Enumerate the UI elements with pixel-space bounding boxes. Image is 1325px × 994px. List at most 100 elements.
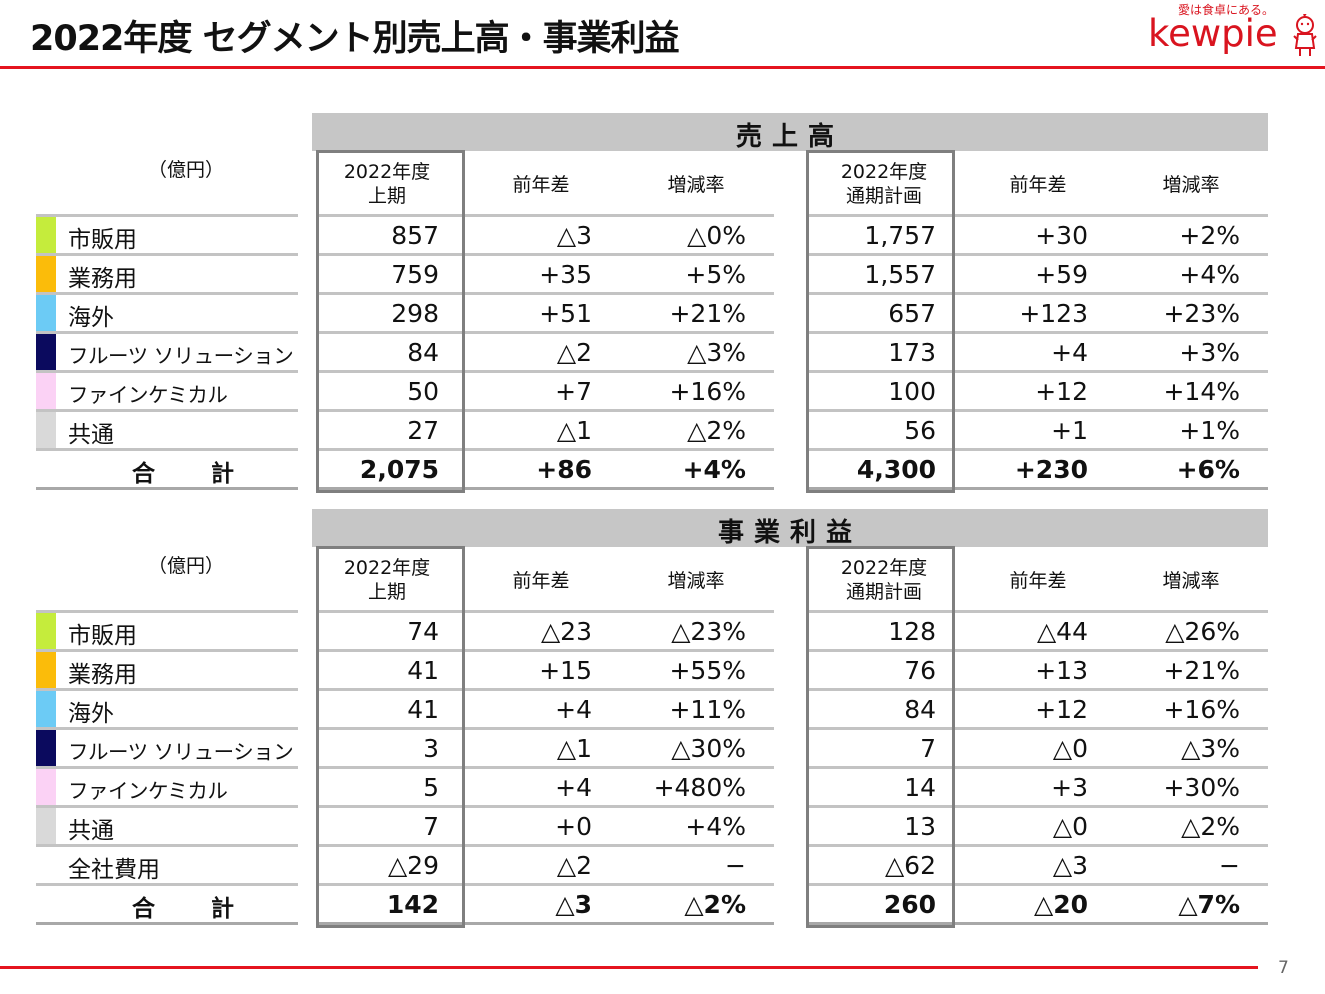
value-cell: +16% xyxy=(1163,695,1240,724)
row-divider xyxy=(36,922,298,925)
row-divider xyxy=(956,727,1110,730)
segment-label: ファインケミカル xyxy=(68,779,228,803)
value-cell: △0% xyxy=(687,221,746,250)
value-cell: +11% xyxy=(669,695,746,724)
row-divider xyxy=(956,370,1110,373)
value-cell: △2% xyxy=(687,416,746,445)
value-cell: +35 xyxy=(539,260,592,289)
row-divider xyxy=(808,214,956,217)
row-divider xyxy=(318,214,466,217)
unit-label: （億円） xyxy=(148,159,225,181)
table-row: ファインケミカル 50 +7 +16% 100 +12 +14% xyxy=(36,373,1268,412)
value-cell: 759 xyxy=(391,260,439,289)
row-divider xyxy=(318,766,466,769)
value-cell: △3 xyxy=(1052,851,1088,880)
segment-label: 市販用 xyxy=(68,623,137,649)
row-divider xyxy=(36,214,298,217)
unit-label: （億円） xyxy=(148,555,225,577)
row-divider xyxy=(808,688,956,691)
value-cell: +230 xyxy=(1014,455,1088,484)
kewpie-doll-icon xyxy=(1293,14,1317,56)
row-divider xyxy=(956,331,1110,334)
row-divider xyxy=(956,805,1110,808)
value-cell: +3% xyxy=(1179,338,1240,367)
row-divider xyxy=(956,292,1110,295)
segment-color-swatch xyxy=(36,769,56,806)
value-cell: △30% xyxy=(671,734,746,763)
value-cell: △1 xyxy=(556,734,592,763)
row-divider xyxy=(466,688,620,691)
row-divider xyxy=(808,487,956,490)
row-divider xyxy=(1110,922,1268,925)
row-divider xyxy=(620,214,774,217)
row-divider xyxy=(1110,688,1268,691)
header-h4-line2: 通期計画 xyxy=(845,581,922,603)
value-cell: 3 xyxy=(423,734,439,763)
row-divider xyxy=(318,883,466,886)
table-row: ファインケミカル 5 +4 +480% 14 +3 +30% xyxy=(36,769,1268,808)
value-cell: +30% xyxy=(1163,773,1240,802)
row-divider xyxy=(1110,214,1268,217)
row-divider xyxy=(620,610,774,613)
row-divider xyxy=(1110,370,1268,373)
value-cell: − xyxy=(1219,851,1240,880)
row-divider xyxy=(318,844,466,847)
total-row: 合計 142 △3 △2% 260 △20 △7% xyxy=(36,886,1268,925)
segment-label: フルーツ ソリューション xyxy=(68,344,294,368)
row-divider xyxy=(318,487,466,490)
value-cell: − xyxy=(725,851,746,880)
segment-color-swatch xyxy=(36,652,56,689)
segment-label: フルーツ ソリューション xyxy=(68,740,294,764)
row-divider xyxy=(318,688,466,691)
total-row: 合計 2,075 +86 +4% 4,300 +230 +6% xyxy=(36,451,1268,490)
segment-color-swatch xyxy=(36,730,56,767)
segment-label: 全社費用 xyxy=(68,857,160,883)
row-divider xyxy=(466,370,620,373)
value-cell: △3 xyxy=(556,221,592,250)
value-cell: +4% xyxy=(682,455,746,484)
header-h3: 増減率 xyxy=(667,174,725,196)
value-cell: △3 xyxy=(555,890,592,919)
value-cell: +23% xyxy=(1163,299,1240,328)
footer-rule xyxy=(0,966,1258,969)
header-h6: 増減率 xyxy=(1162,174,1220,196)
row-divider xyxy=(36,253,298,256)
row-divider xyxy=(620,766,774,769)
row-divider xyxy=(36,727,298,730)
value-cell: +1 xyxy=(1051,416,1088,445)
profit-table: 事業利益 （億円） 2022年度 上期 前年差 増減率 2022年度 通期計画 … xyxy=(36,509,1268,928)
sales-table: 売上高 （億円） 2022年度 上期 前年差 増減率 2022年度 通期計画 前… xyxy=(36,113,1268,493)
value-cell: △0 xyxy=(1052,734,1088,763)
table-row: 業務用 759 +35 +5% 1,557 +59 +4% xyxy=(36,256,1268,295)
value-cell: 7 xyxy=(423,812,439,841)
header-h1-line1: 2022年度 xyxy=(343,557,431,579)
header-h6: 増減率 xyxy=(1162,570,1220,592)
value-cell: +21% xyxy=(669,299,746,328)
value-cell: 142 xyxy=(386,890,439,919)
header-h5: 前年差 xyxy=(1009,174,1067,196)
section-band: 事業利益 xyxy=(312,509,1268,548)
row-divider xyxy=(36,649,298,652)
kewpie-logo: 愛は食卓にある。 kewpie xyxy=(1140,0,1325,66)
value-cell: +30 xyxy=(1035,221,1088,250)
value-cell: +3 xyxy=(1051,773,1088,802)
table-row: 市販用 74 △23 △23% 128 △44 △26% xyxy=(36,613,1268,652)
value-cell: 84 xyxy=(407,338,439,367)
row-divider xyxy=(466,487,620,490)
row-divider xyxy=(808,727,956,730)
value-cell: +4% xyxy=(1179,260,1240,289)
segment-label: 業務用 xyxy=(68,662,137,688)
value-cell: △1 xyxy=(556,416,592,445)
value-cell: 1,557 xyxy=(864,260,936,289)
segment-label: 海外 xyxy=(68,305,114,331)
header-h4: 2022年度 通期計画 xyxy=(819,160,949,208)
row-divider xyxy=(466,448,620,451)
segment-color-swatch xyxy=(36,295,56,332)
row-divider xyxy=(36,844,298,847)
row-divider xyxy=(956,922,1110,925)
header-h4-line1: 2022年度 xyxy=(840,161,928,183)
value-cell: △23% xyxy=(671,617,746,646)
value-cell: +123 xyxy=(1019,299,1088,328)
table-row: 海外 41 +4 +11% 84 +12 +16% xyxy=(36,691,1268,730)
header-h1: 2022年度 上期 xyxy=(322,556,452,604)
